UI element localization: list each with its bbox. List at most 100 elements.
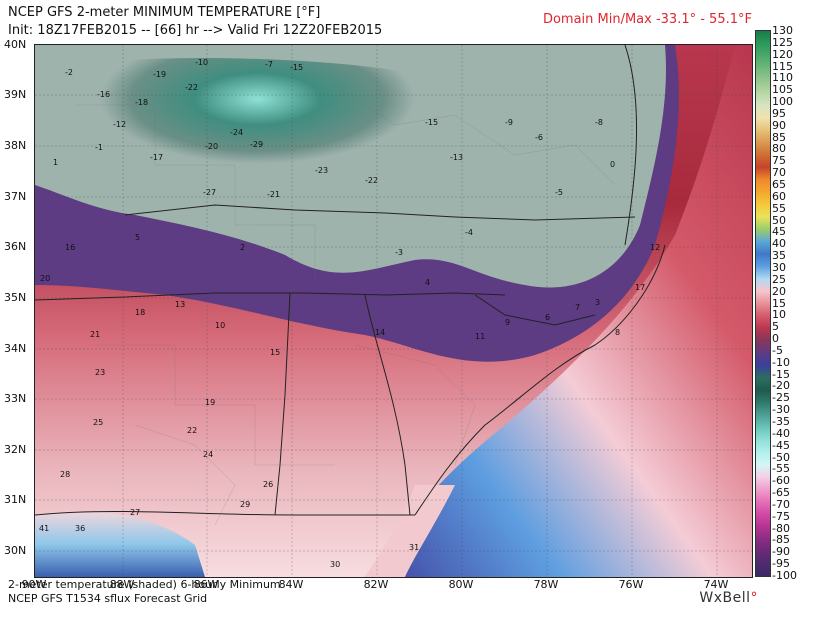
value-label: 36 xyxy=(75,524,85,533)
colorbar-tick-label: -30 xyxy=(772,403,790,417)
colorbar-tick-label: 0 xyxy=(772,332,779,346)
value-label: -18 xyxy=(135,98,148,107)
value-label: -12 xyxy=(113,120,126,129)
colorbar-tick-label: 35 xyxy=(772,249,786,263)
value-label: -9 xyxy=(505,118,513,127)
lon-label-84w: 84W xyxy=(278,578,304,591)
value-label: 15 xyxy=(270,348,280,357)
value-label: 31 xyxy=(409,543,419,552)
init-valid-line: Init: 18Z17FEB2015 -- [66] hr --> Valid … xyxy=(8,23,383,38)
lon-label-90w: 90W xyxy=(21,578,47,591)
value-label: -10 xyxy=(195,58,208,67)
lon-label-86w: 86W xyxy=(193,578,219,591)
colorbar-tick-label: -65 xyxy=(772,486,790,500)
colorbar-tick-label: -45 xyxy=(772,438,790,452)
colorbar-tick-label: -5 xyxy=(772,343,783,357)
colorbar-tick-label: -55 xyxy=(772,462,790,476)
value-label: 3 xyxy=(595,298,600,307)
colorbar-tick-label: -80 xyxy=(772,521,790,535)
value-label: -29 xyxy=(250,140,263,149)
colorbar-tick-label: 20 xyxy=(772,284,786,298)
value-label: 23 xyxy=(95,368,105,377)
value-label: 16 xyxy=(65,243,75,252)
value-label: 17 xyxy=(635,283,645,292)
graticule xyxy=(35,45,752,577)
value-label: 28 xyxy=(60,470,70,479)
lat-label-40n: 40N xyxy=(4,38,27,51)
value-label: -17 xyxy=(150,153,163,162)
colorbar-tick-label: 25 xyxy=(772,272,786,286)
value-label: 22 xyxy=(187,426,197,435)
value-label: 18 xyxy=(135,308,145,317)
colorbar-tick-label: 10 xyxy=(772,308,786,322)
lat-label-32n: 32N xyxy=(4,443,27,456)
colorbar-tick-label: 110 xyxy=(772,71,793,85)
value-label: -24 xyxy=(230,128,243,137)
colorbar-tick-label: -100 xyxy=(772,569,797,582)
colorbar-tick-label: 95 xyxy=(772,106,786,120)
colorbar-tick-label: 75 xyxy=(772,154,786,168)
colorbar-tick-label: -15 xyxy=(772,367,790,381)
lon-label-88w: 88W xyxy=(109,578,135,591)
lat-label-34n: 34N xyxy=(4,342,27,355)
value-label: 30 xyxy=(330,560,340,569)
value-label: -4 xyxy=(465,228,473,237)
colorbar-tick-label: -25 xyxy=(772,391,790,405)
colorbar-tick-label: -10 xyxy=(772,355,790,369)
value-label: 12 xyxy=(650,243,660,252)
lat-label-37n: 37N xyxy=(4,190,27,203)
lon-label-82w: 82W xyxy=(363,578,389,591)
value-label: 8 xyxy=(615,328,620,337)
value-label: 19 xyxy=(205,398,215,407)
value-label: 13 xyxy=(175,300,185,309)
lon-label-76w: 76W xyxy=(618,578,644,591)
value-label: -22 xyxy=(365,176,378,185)
colorbar-tick-label: 130 xyxy=(772,24,793,37)
colorbar-tick-label: 50 xyxy=(772,213,786,227)
colorbar-tick-label: 45 xyxy=(772,225,786,239)
value-label: 5 xyxy=(135,233,140,242)
domain-minmax: Domain Min/Max -33.1° - 55.1°F xyxy=(542,12,752,27)
value-label: 7 xyxy=(575,303,580,312)
colorbar-tick-label: 120 xyxy=(772,47,793,61)
value-label: -6 xyxy=(535,133,543,142)
colorbar-tick-label: 100 xyxy=(772,95,793,109)
colorbar-tick-label: -50 xyxy=(772,450,790,464)
colorbar-tick-label: 60 xyxy=(772,189,786,203)
value-label: 11 xyxy=(475,332,485,341)
value-label: -2 xyxy=(65,68,73,77)
value-label: -7 xyxy=(265,60,273,69)
colorbar-tick-label: 15 xyxy=(772,296,786,310)
value-label: -23 xyxy=(315,166,328,175)
colorbar-tick-label: 85 xyxy=(772,130,786,144)
colorbar-tick-label: 125 xyxy=(772,35,793,49)
value-label: 24 xyxy=(203,450,213,459)
lat-label-30n: 30N xyxy=(4,544,27,557)
value-label: 27 xyxy=(130,508,140,517)
colorbar-tick-label: -85 xyxy=(772,533,790,547)
value-label: -8 xyxy=(595,118,603,127)
lat-label-39n: 39N xyxy=(4,88,27,101)
value-label: -19 xyxy=(153,70,166,79)
lat-label-31n: 31N xyxy=(4,493,27,506)
lat-label-33n: 33N xyxy=(4,392,27,405)
colorbar-tick-label: 30 xyxy=(772,260,786,274)
atlantic-ocean-field xyxy=(365,45,752,577)
value-label: 1 xyxy=(53,158,58,167)
lon-label-78w: 78W xyxy=(533,578,559,591)
value-label: -5 xyxy=(555,188,563,197)
colorbar-tick-label: 65 xyxy=(772,178,786,192)
value-label: 41 xyxy=(39,524,49,533)
lat-label-35n: 35N xyxy=(4,291,27,304)
colorbar-tick-label: -75 xyxy=(772,509,790,523)
temperature-map: -2 -16 -19 -12 -18 -17 -22 -15 -24 -29 -… xyxy=(34,44,753,578)
colorbar-tick-label: -40 xyxy=(772,426,790,440)
colorbar-tick-label: 55 xyxy=(772,201,786,215)
cold-core-region xyxy=(55,58,505,244)
colorbar-tick-label: -35 xyxy=(772,414,790,428)
shading-description: 2-meter temperature (shaded) 6-hourly Mi… xyxy=(8,578,281,591)
gulf-field xyxy=(35,511,205,577)
colorbar-tick-label: -70 xyxy=(772,497,790,511)
value-label: -21 xyxy=(267,190,280,199)
colorbar-tick-label: -95 xyxy=(772,557,790,571)
